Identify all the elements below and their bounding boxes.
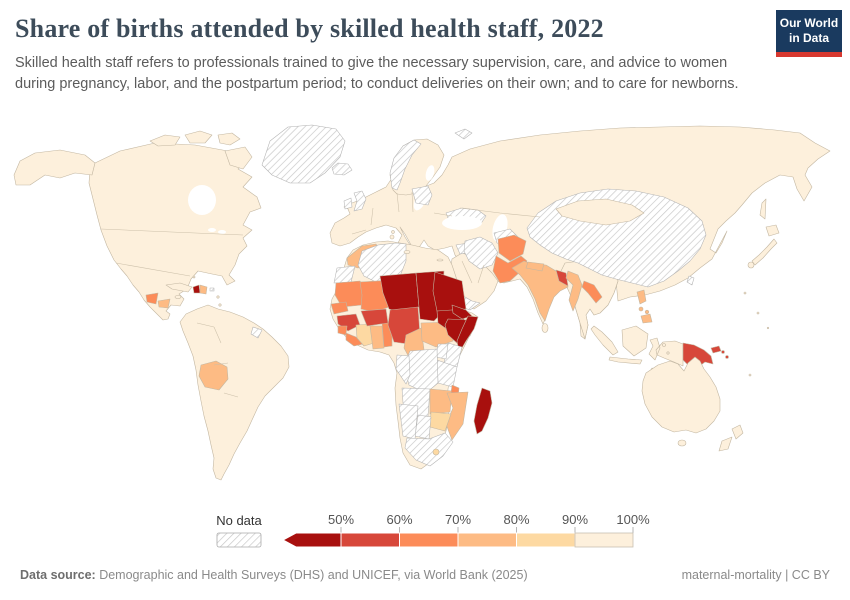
country-solomon-islands[interactable]: [721, 350, 725, 354]
country-haiti[interactable]: [192, 284, 201, 294]
country-gabon-congo[interactable]: [395, 354, 411, 385]
country-lesser-antilles[interactable]: [218, 303, 222, 307]
country-baltic-states[interactable]: [411, 185, 433, 206]
data-source-prefix: Data source:: [20, 568, 96, 582]
country-tasmania[interactable]: [677, 439, 687, 447]
country-taiwan[interactable]: [686, 275, 695, 286]
country-arctic-islands[interactable]: [149, 130, 253, 170]
country-australia[interactable]: [641, 356, 721, 434]
page-title: Share of births attended by skilled heal…: [15, 14, 604, 43]
country-new-zealand[interactable]: [718, 424, 744, 452]
country-bahamas[interactable]: [192, 275, 196, 279]
country-indonesia-moluccas[interactable]: [666, 351, 670, 355]
country-dominican-republic[interactable]: [199, 284, 208, 295]
legend-segment-lt50[interactable]: [281, 532, 342, 548]
legend-label-70: 70%: [445, 512, 471, 527]
country-pacific-islands[interactable]: [743, 291, 747, 295]
country-sri-lanka[interactable]: [541, 323, 549, 333]
country-philippines-visayas[interactable]: [638, 306, 644, 312]
country-philippines-visayas[interactable]: [644, 309, 650, 315]
license-note[interactable]: maternal-mortality | CC BY: [681, 568, 830, 582]
country-uganda[interactable]: [435, 343, 449, 360]
country-french-guiana[interactable]: [250, 326, 263, 339]
country-guatemala[interactable]: [145, 292, 159, 305]
country-mongolia[interactable]: [555, 198, 645, 226]
country-madagascar[interactable]: [473, 387, 493, 435]
data-source[interactable]: Data source: Demographic and Health Surv…: [20, 568, 528, 582]
country-svalbard[interactable]: [454, 128, 473, 140]
legend-label-90: 90%: [562, 512, 588, 527]
country-corsica[interactable]: [391, 230, 395, 234]
legend-label-100: 100%: [616, 512, 650, 527]
country-pacific-islands[interactable]: [756, 311, 760, 315]
country-liberia[interactable]: [345, 332, 364, 347]
country-japan[interactable]: [751, 224, 780, 266]
country-indonesia[interactable]: [590, 325, 684, 377]
country-bolivia[interactable]: [198, 360, 229, 391]
country-laos[interactable]: [581, 280, 603, 304]
no-data-swatch[interactable]: [216, 532, 262, 548]
country-solomon-islands[interactable]: [725, 355, 729, 359]
country-bangladesh[interactable]: [555, 269, 569, 287]
owid-logo-text: Our World in Data: [779, 16, 839, 45]
legend-label-60: 60%: [386, 512, 412, 527]
country-south-america[interactable]: [179, 304, 290, 481]
country-iran[interactable]: [463, 236, 499, 270]
country-united-kingdom[interactable]: [353, 190, 367, 212]
legend-segment-50-60[interactable]: [340, 532, 400, 548]
legend-label-80: 80%: [503, 512, 529, 527]
country-greenland[interactable]: [261, 124, 346, 184]
country-philippines[interactable]: [636, 289, 653, 324]
no-data-label: No data: [216, 513, 262, 528]
country-afghanistan[interactable]: [497, 234, 527, 262]
country-ireland[interactable]: [343, 197, 353, 210]
map-legend: No data 50% 60% 70% 80% 90% 100%: [216, 512, 650, 548]
country-puerto-rico[interactable]: [209, 287, 215, 292]
country-crete[interactable]: [436, 258, 444, 262]
world-map[interactable]: [0, 113, 850, 505]
country-jamaica[interactable]: [174, 295, 182, 299]
data-source-text: Demographic and Health Surveys (DHS) and…: [95, 568, 528, 582]
country-norway[interactable]: [389, 139, 422, 191]
country-mozambique[interactable]: [445, 391, 469, 441]
black-sea: [442, 216, 482, 230]
country-alaska[interactable]: [13, 149, 96, 186]
great-lake: [218, 230, 226, 234]
country-nepal[interactable]: [525, 261, 545, 272]
owid-logo[interactable]: Our World in Data: [776, 10, 842, 57]
country-ghana[interactable]: [369, 325, 385, 350]
legend-label-50: 50%: [328, 512, 354, 527]
country-sardinia[interactable]: [389, 234, 395, 240]
country-lesotho[interactable]: [432, 448, 440, 456]
country-canada-usa-mexico[interactable]: [88, 142, 262, 321]
great-lake: [208, 228, 216, 232]
country-myanmar[interactable]: [565, 270, 583, 312]
country-lesser-antilles[interactable]: [216, 295, 220, 299]
chart-subtitle: Skilled health staff refers to professio…: [15, 55, 739, 92]
country-pacific-islands[interactable]: [766, 326, 770, 330]
country-south-africa[interactable]: [404, 432, 454, 467]
country-sicily[interactable]: [403, 250, 411, 254]
country-borders: [100, 191, 541, 398]
country-zambia[interactable]: [429, 388, 453, 415]
country-sierra-leone[interactable]: [337, 325, 348, 336]
country-iceland[interactable]: [331, 162, 353, 176]
country-cuba[interactable]: [165, 282, 193, 293]
country-sakhalin[interactable]: [759, 198, 767, 220]
hudson-bay: [188, 185, 216, 215]
country-somalia[interactable]: [456, 315, 479, 354]
legend-segment-80-90[interactable]: [516, 532, 576, 548]
gulf-of-bothnia: [425, 165, 435, 181]
country-pacific-islands[interactable]: [748, 373, 752, 377]
country-botswana[interactable]: [414, 414, 432, 440]
country-japan-kyushu[interactable]: [747, 261, 755, 269]
country-honduras[interactable]: [157, 298, 171, 309]
legend-segment-90-100[interactable]: [574, 532, 634, 548]
country-indonesia-moluccas[interactable]: [662, 343, 666, 347]
chart-footer: Data source: Demographic and Health Surv…: [20, 568, 830, 582]
country-senegal[interactable]: [330, 301, 349, 315]
legend-segment-70-80[interactable]: [457, 532, 517, 548]
legend-segment-60-70[interactable]: [399, 532, 459, 548]
